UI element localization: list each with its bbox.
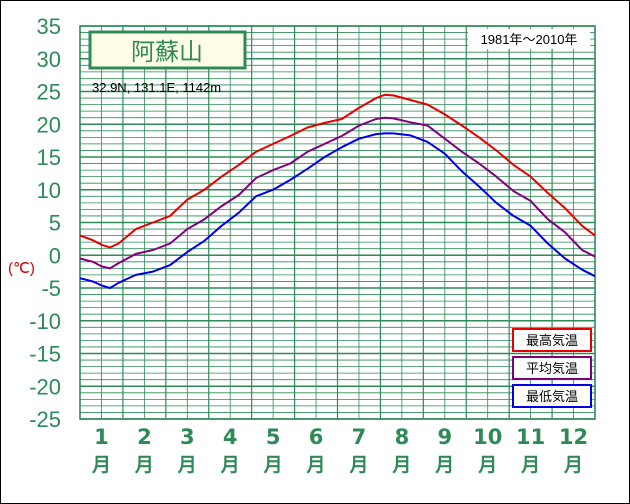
x-tick-unit: 月	[391, 454, 411, 476]
series-line	[79, 116, 596, 270]
series-line	[79, 93, 596, 249]
x-tick-label: 11	[516, 425, 545, 449]
series-line	[79, 132, 596, 289]
y-tick-label: -25	[29, 407, 61, 432]
y-tick-label: 5	[49, 211, 61, 236]
x-tick-label: 8	[395, 425, 410, 449]
x-tick-label: 9	[437, 425, 452, 449]
y-tick-label: 20	[37, 112, 61, 137]
x-tick-unit: 月	[177, 454, 197, 476]
legend-label: 最低気温	[526, 389, 578, 405]
y-tick-label: -10	[29, 309, 61, 334]
legend-label: 最高気温	[526, 333, 578, 349]
x-axis-tick-labels: 1 月 2 月 3 月 4 月 5 月 6 月 7 月 8 月 9 月 10 月 11 月 12 月	[91, 425, 588, 476]
x-tick-label: 2	[137, 425, 152, 449]
legend-item: 最高気温	[512, 328, 592, 352]
legend-box	[512, 384, 592, 408]
y-axis-unit: (℃)	[8, 260, 35, 277]
legend-label: 平均気温	[526, 361, 578, 377]
grid	[79, 25, 596, 420]
y-tick-label: -5	[41, 276, 61, 301]
y-tick-label: 10	[37, 178, 61, 203]
x-tick-unit: 月	[348, 454, 368, 476]
x-tick-label: 6	[309, 425, 324, 449]
x-tick-label: 5	[266, 425, 281, 449]
location-info: 32.9N, 131.1E, 1142m	[92, 80, 221, 95]
y-tick-label: 15	[37, 145, 61, 170]
x-tick-unit: 月	[434, 454, 454, 476]
x-tick-unit: 月	[91, 454, 111, 476]
y-tick-label: 25	[37, 80, 61, 105]
x-tick-unit: 月	[477, 454, 497, 476]
legend-item: 平均気温	[512, 356, 592, 380]
x-tick-unit: 月	[263, 454, 283, 476]
y-axis-tick-labels: 35 30 25 20 15 10 5 0 -5 -10 -15 -20 -25	[29, 14, 61, 432]
x-tick-unit: 月	[220, 454, 240, 476]
period-text: 1981年〜2010年	[481, 32, 578, 47]
legend-item: 最低気温	[512, 384, 592, 408]
x-tick-label: 7	[352, 425, 367, 449]
y-tick-label: -20	[29, 374, 61, 399]
series-lines	[79, 93, 596, 289]
x-tick-label: 3	[180, 425, 195, 449]
x-tick-unit: 月	[563, 454, 583, 476]
legend-box	[512, 328, 592, 352]
x-tick-label: 4	[223, 425, 238, 449]
y-tick-label: -15	[29, 342, 61, 367]
title-box: 阿蘇山	[88, 30, 247, 70]
x-tick-label: 12	[559, 425, 588, 449]
y-tick-label: 30	[37, 47, 61, 72]
y-tick-label: 0	[49, 243, 61, 268]
x-tick-unit: 月	[306, 454, 326, 476]
chart-title: 阿蘇山	[131, 38, 203, 66]
x-tick-label: 10	[473, 425, 502, 449]
legend-box	[512, 356, 592, 380]
y-tick-label: 35	[37, 14, 61, 39]
x-tick-unit: 月	[520, 454, 540, 476]
period-box: 1981年〜2010年	[468, 29, 590, 49]
x-tick-label: 1	[94, 425, 109, 449]
x-tick-unit: 月	[134, 454, 154, 476]
